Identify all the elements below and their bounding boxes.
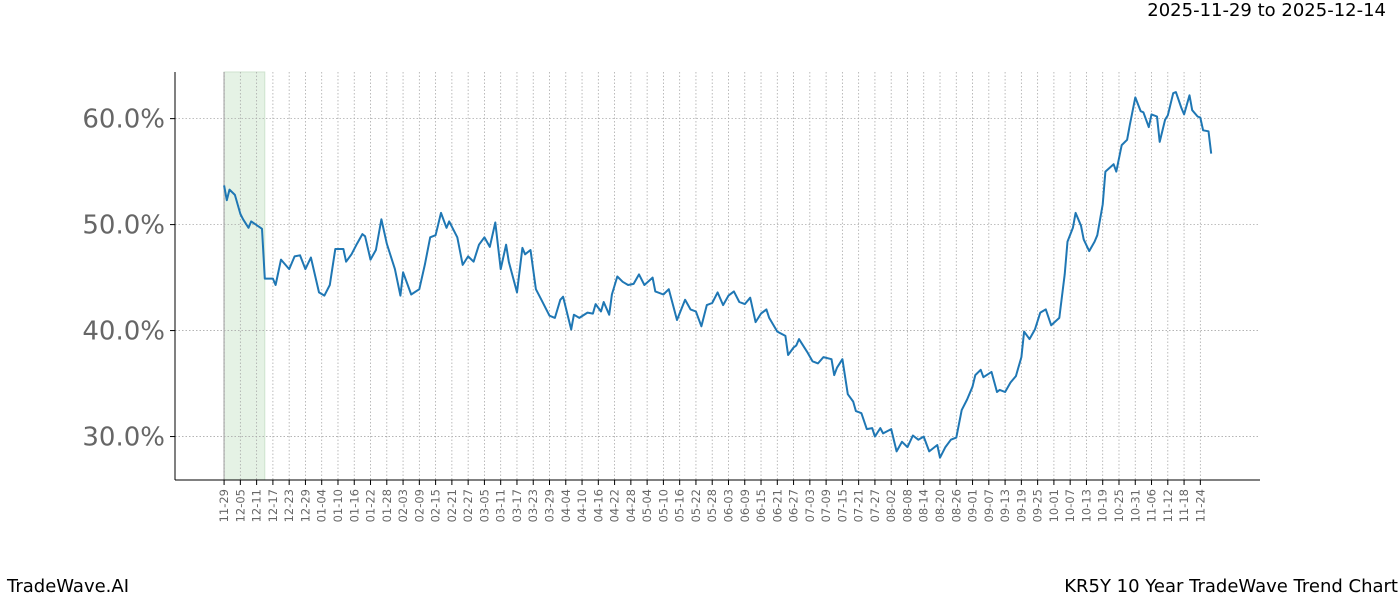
- x-tick-label: 11-06: [1145, 489, 1159, 522]
- x-tick-label: 04-22: [608, 489, 622, 522]
- x-tick-label: 10-13: [1079, 489, 1093, 522]
- x-tick-label: 02-15: [429, 489, 443, 522]
- x-tick-label: 09-07: [982, 489, 996, 522]
- x-tick-label: 04-16: [591, 489, 605, 522]
- trend-line-points: [224, 92, 1212, 458]
- x-tick-label: 06-15: [754, 489, 768, 522]
- x-tick-label: 04-04: [559, 489, 573, 522]
- x-tick-label: 07-15: [835, 489, 849, 522]
- x-tick-label: 05-28: [705, 489, 719, 522]
- x-tick-label: 03-29: [543, 489, 557, 522]
- x-tick-label: 08-20: [933, 489, 947, 522]
- x-tick-label: 05-10: [656, 489, 670, 522]
- x-tick-label: 02-21: [445, 489, 459, 522]
- x-tick-label: 12-29: [298, 489, 312, 522]
- x-tick-label: 08-08: [900, 489, 914, 522]
- trend-line-series: [223, 91, 1213, 459]
- x-tick-label: 02-27: [461, 489, 475, 522]
- x-tick-label: 10-31: [1128, 489, 1142, 522]
- x-tick-label: 04-10: [575, 489, 589, 522]
- y-tick-label: 60.0%: [82, 105, 165, 135]
- x-tick-label: 01-22: [364, 489, 378, 522]
- x-tick-label: 04-28: [624, 489, 638, 522]
- x-tick-label: 06-27: [787, 489, 801, 522]
- x-tick-label: 05-22: [689, 489, 703, 522]
- x-tick-label: 02-03: [396, 489, 410, 522]
- x-tick-label: 10-19: [1096, 489, 1110, 522]
- x-tick-label: 12-05: [233, 489, 247, 522]
- x-tick-label: 03-11: [494, 489, 508, 522]
- x-tick-label: 08-14: [917, 489, 931, 522]
- x-tick-label: 10-25: [1112, 489, 1126, 522]
- x-tick-label: 07-27: [868, 489, 882, 522]
- x-tick-label: 03-17: [510, 489, 524, 522]
- x-tick-label: 07-03: [803, 489, 817, 522]
- y-tick-label: 50.0%: [82, 211, 165, 241]
- x-tick-label: 01-10: [331, 489, 345, 522]
- x-tick-label: 06-03: [721, 489, 735, 522]
- x-tick-label: 11-24: [1193, 489, 1207, 522]
- x-tick-label: 12-11: [250, 489, 264, 522]
- x-tick-label: 09-25: [1031, 489, 1045, 522]
- chart-name-label: KR5Y 10 Year TradeWave Trend Chart: [1064, 576, 1398, 597]
- x-tick-label: 03-05: [477, 489, 491, 522]
- x-tick-label: 09-01: [966, 489, 980, 522]
- x-tick-label: 06-09: [738, 489, 752, 522]
- x-tick-label: 05-16: [673, 489, 687, 522]
- x-tick-label: 12-17: [266, 489, 280, 522]
- x-tick-label: 03-23: [526, 489, 540, 522]
- x-tick-label: 11-12: [1161, 489, 1175, 522]
- highlight-band: [223, 71, 266, 481]
- date-range-title: 2025-11-29 to 2025-12-14: [1147, 0, 1386, 21]
- x-tick-label: 01-16: [347, 489, 361, 522]
- x-tick-label: 09-13: [998, 489, 1012, 522]
- x-tick-label: 05-04: [640, 489, 654, 522]
- x-tick-label: 08-02: [884, 489, 898, 522]
- x-tick-label: 10-07: [1063, 489, 1077, 522]
- x-tick-label: 12-23: [282, 489, 296, 522]
- x-tick-label: 07-21: [852, 489, 866, 522]
- y-tick-label: 30.0%: [82, 423, 165, 453]
- y-tick-label: 40.0%: [82, 317, 165, 347]
- x-tick-label: 07-09: [819, 489, 833, 522]
- brand-label: TradeWave.AI: [7, 576, 130, 597]
- x-tick-label: 06-21: [770, 489, 784, 522]
- x-tick-label: 01-04: [315, 489, 329, 522]
- x-tick-label: 10-01: [1047, 489, 1061, 522]
- x-tick-label: 08-26: [949, 489, 963, 522]
- x-tick-label: 11-18: [1177, 489, 1191, 522]
- x-tick-label: 01-28: [380, 489, 394, 522]
- x-tick-label: 11-29: [217, 489, 231, 522]
- x-tick-label: 02-09: [412, 489, 426, 522]
- x-tick-label: 09-19: [1014, 489, 1028, 522]
